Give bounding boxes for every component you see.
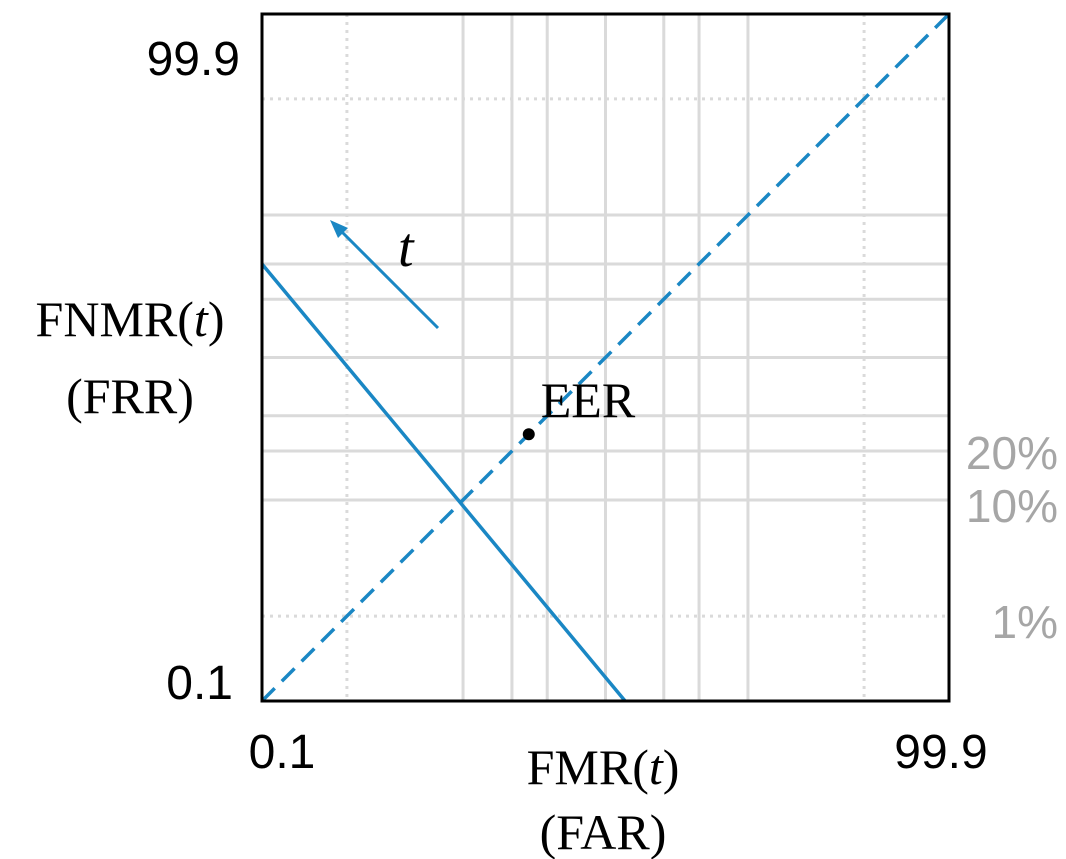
eer-point [522,428,535,441]
diagonal-reference-line [260,12,951,703]
eer-label: EER [541,372,636,428]
threshold-label: t [398,217,415,279]
y-axis-sublabel: (FRR) [66,368,194,424]
x-axis-sublabel: (FAR) [540,804,667,859]
y-tick-top: 99.9 [147,33,240,86]
x-tick-left: 0.1 [249,726,316,779]
annotation-label: 10% [966,480,1058,532]
annotation-label: 20% [966,427,1058,479]
plot-frame [260,12,951,703]
threshold-arrow-shaft [338,228,440,330]
threshold-arrow-head [330,220,348,238]
annotation-label: 1% [992,596,1058,648]
x-axis-label: FMR(t) [527,739,680,795]
y-axis-label: FNMR(t) [36,291,225,347]
x-tick-right: 99.9 [894,726,987,779]
threshold-arrow [330,220,440,330]
grid [262,14,949,701]
series-layer [260,12,951,703]
right-annotations: 20%10% 1% [966,427,1058,648]
y-tick-bottom: 0.1 [166,657,233,710]
det-curve [260,262,627,703]
